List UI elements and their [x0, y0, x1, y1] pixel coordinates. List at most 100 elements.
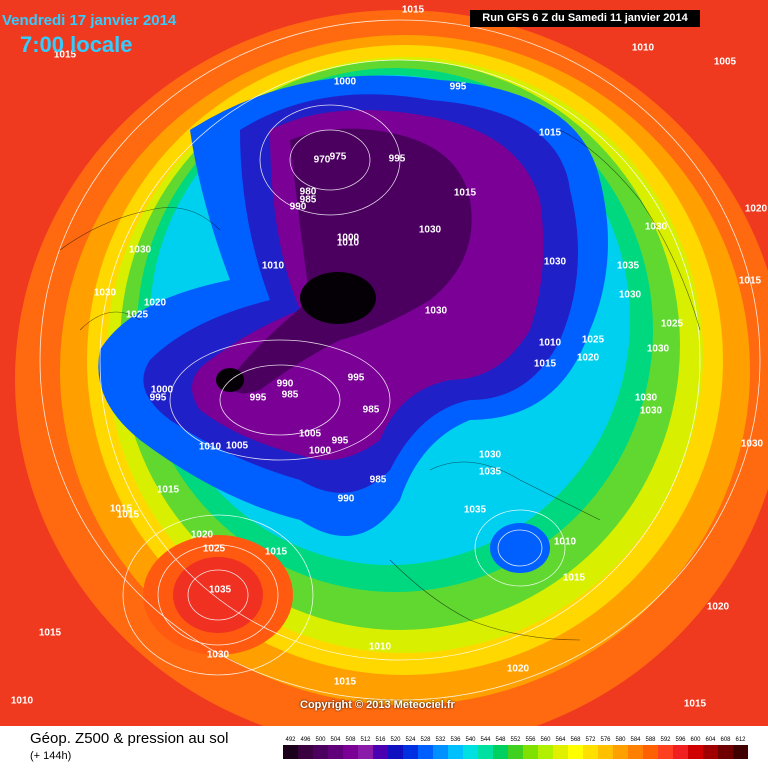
- scale-cell: [613, 745, 628, 759]
- scale-cell: [283, 745, 298, 759]
- isobar-label: 990: [290, 202, 307, 213]
- isobar-label: 995: [250, 393, 267, 404]
- scale-label: 544: [480, 737, 491, 743]
- isobar-label: 995: [150, 393, 167, 404]
- isobar-label: 1000: [151, 385, 174, 396]
- scale-cell: [718, 745, 733, 759]
- isobar-label: 1030: [419, 225, 442, 236]
- isobar-label: 980: [300, 187, 317, 198]
- isobar-label: 990: [277, 379, 294, 390]
- scale-cell: [298, 745, 313, 759]
- copyright: Copyright © 2013 Meteociel.fr: [300, 699, 455, 711]
- scale-cell: [658, 745, 673, 759]
- scale-cell: [418, 745, 433, 759]
- scale-label: 516: [375, 737, 386, 743]
- isobar-label: 1015: [454, 188, 477, 199]
- scale-label: 576: [600, 737, 611, 743]
- isobar-label: 1030: [425, 306, 448, 317]
- isobar-label: 990: [338, 494, 355, 505]
- scale-label: 492: [285, 737, 296, 743]
- scale-cell: [673, 745, 688, 759]
- isobar-label: 1020: [507, 664, 530, 675]
- scale-cell: [583, 745, 598, 759]
- scale-cell: [478, 745, 493, 759]
- scale-label: 508: [345, 737, 356, 743]
- isobar-label: 1010: [199, 442, 222, 453]
- scale-cell: [553, 745, 568, 759]
- isobar-label: 1030: [544, 257, 567, 268]
- scale-label: 532: [435, 737, 446, 743]
- scale-cell: [568, 745, 583, 759]
- scale-label: 512: [360, 737, 371, 743]
- isobar-label: 1025: [582, 335, 605, 346]
- field: [300, 272, 376, 324]
- isobar-label: 1000: [337, 233, 360, 244]
- scale-cell: [733, 745, 748, 759]
- isobar-label: 1010: [369, 642, 392, 653]
- date: Vendredi 17 janvier 2014: [2, 12, 177, 29]
- scale-cell: [598, 745, 613, 759]
- footer: Géop. Z500 & pression au sol (+ 144h) 49…: [0, 726, 768, 768]
- scale-cell: [388, 745, 403, 759]
- isobar-label: 1030: [619, 290, 642, 301]
- isobar-label: 1010: [11, 696, 34, 707]
- isobar-label: 1035: [209, 585, 232, 596]
- scale-cell: [628, 745, 643, 759]
- scale-label: 564: [555, 737, 566, 743]
- footer-title: Géop. Z500 & pression au sol: [30, 730, 229, 747]
- isobar-label: 1020: [577, 353, 600, 364]
- scale-cell: [373, 745, 388, 759]
- scale-label: 608: [720, 737, 731, 743]
- scale-label: 592: [660, 737, 671, 743]
- scale-label: 596: [675, 737, 686, 743]
- isobar-label: 1005: [714, 57, 737, 68]
- scale-label: 584: [630, 737, 641, 743]
- scale-label: 568: [570, 737, 581, 743]
- isobar-label: 1025: [126, 310, 149, 321]
- isobars: [39, 19, 761, 701]
- scale-cell: [688, 745, 703, 759]
- scale-cell: [643, 745, 658, 759]
- isobar-label: 985: [363, 405, 380, 416]
- isobar-label: 1030: [640, 406, 663, 417]
- isobar-label: 1015: [739, 276, 762, 287]
- isobar-label: 1030: [645, 222, 668, 233]
- scale-cell: [493, 745, 508, 759]
- isobar-label: 1015: [563, 573, 586, 584]
- isobar-label: 1030: [479, 450, 502, 461]
- color-scale: 492 496 500 504 508 512 516 520 524 528 532 536 540 5…: [283, 737, 748, 759]
- coastlines: [59, 129, 701, 641]
- isobar-label: 1030: [94, 288, 117, 299]
- scale-label: 572: [585, 737, 596, 743]
- isobar-label: 995: [450, 82, 467, 93]
- scale-label: 560: [540, 737, 551, 743]
- scale-cell: [328, 745, 343, 759]
- scale-cell: [448, 745, 463, 759]
- scale-label: 528: [420, 737, 431, 743]
- isobar-label: 1010: [262, 261, 285, 272]
- field: [490, 523, 550, 573]
- field: [216, 368, 244, 392]
- isobar-label: 1020: [191, 530, 214, 541]
- scale-cell: [403, 745, 418, 759]
- isobar-label: 1000: [334, 77, 357, 88]
- scale-label: 612: [735, 737, 746, 743]
- isobar-label: 995: [389, 154, 406, 165]
- isobar-label: 1015: [39, 628, 62, 639]
- scale-label: 536: [450, 737, 461, 743]
- isobar-label: 1005: [226, 441, 249, 452]
- isobar-label: 1030: [741, 439, 764, 450]
- isobar-label: 1015: [402, 5, 425, 16]
- scale-label: 588: [645, 737, 656, 743]
- isobar-label: 1015: [54, 50, 77, 61]
- isobar-label: 985: [300, 195, 317, 206]
- scale-label: 504: [330, 737, 341, 743]
- isobar-label: 1035: [617, 261, 640, 272]
- scale-label: 580: [615, 737, 626, 743]
- scale-label: 552: [510, 737, 521, 743]
- run-info: Run GFS 6 Z du Samedi 11 janvier 2014: [470, 10, 700, 27]
- isobar-label: 1025: [203, 544, 226, 555]
- scale-cell: [358, 745, 373, 759]
